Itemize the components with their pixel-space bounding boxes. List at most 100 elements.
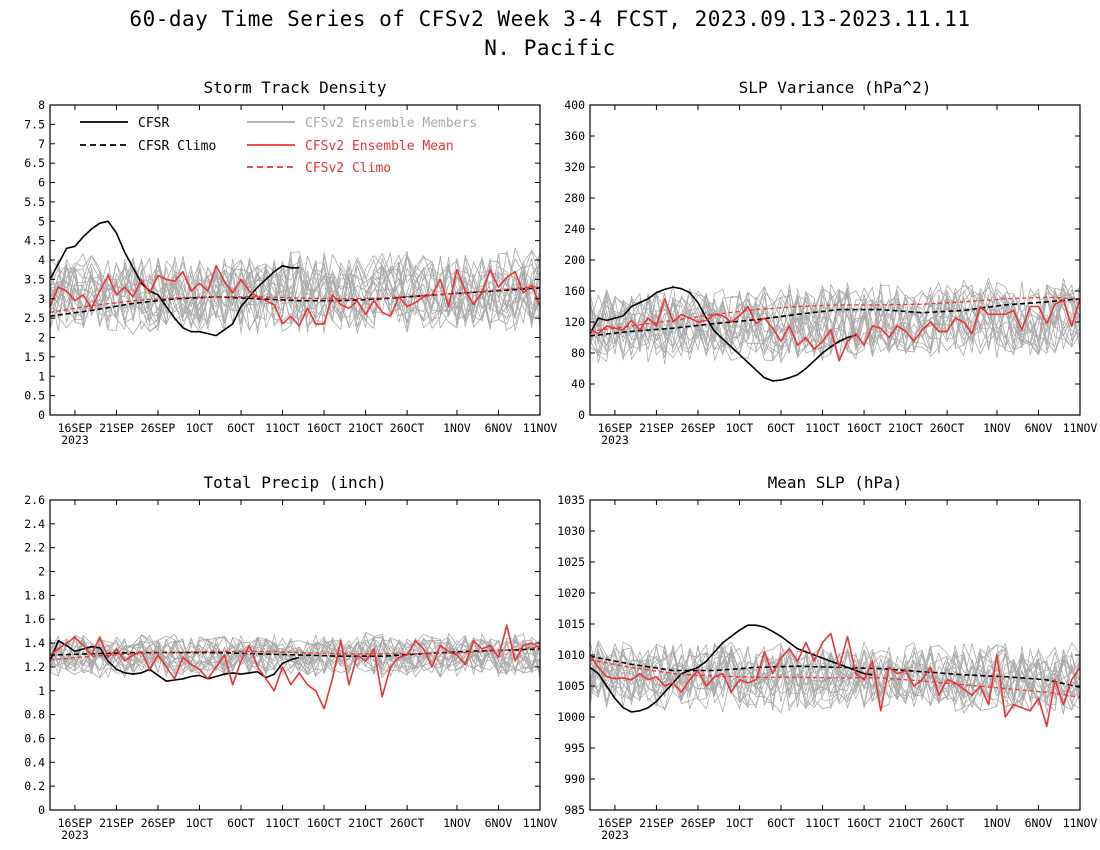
y-tick-label: 2: [38, 331, 45, 345]
y-tick-label: 360: [564, 129, 585, 143]
cfsr-line: [49, 220, 300, 337]
x-tick-label: 11NOV: [1063, 816, 1098, 830]
x-tick-label: 1OCT: [726, 816, 754, 830]
y-tick-label: 2: [38, 565, 45, 579]
x-year-label: 2023: [601, 828, 629, 842]
y-tick-label: 0.4: [24, 755, 45, 769]
ensemble-member-line: [589, 289, 1081, 357]
y-tick-label: 200: [564, 253, 585, 267]
cfsv2-climo-line: [49, 646, 541, 661]
y-tick-label: 0.6: [24, 731, 45, 745]
ensemble-member-line: [49, 636, 541, 676]
ensemble-member-line: [49, 634, 541, 679]
ensemble-member-line: [49, 252, 541, 333]
ensemble-member-line: [589, 643, 1081, 712]
x-tick-label: 26SEP: [141, 421, 176, 435]
y-tick-label: 1035: [557, 493, 585, 507]
legend-cfsr-label: CFSR: [138, 116, 169, 131]
ensemble-member-line: [49, 249, 541, 333]
x-tick-label: 26OCT: [930, 816, 965, 830]
x-tick-label: 16SEP: [598, 421, 633, 435]
y-tick-label: 0: [38, 803, 45, 817]
y-tick-label: 985: [564, 803, 585, 817]
x-tick-label: 11OCT: [805, 816, 840, 830]
x-tick-label: 26SEP: [141, 816, 176, 830]
ensemble-member-line: [49, 254, 541, 328]
cfsr-climo-line: [589, 298, 1081, 337]
y-tick-label: 2.6: [24, 493, 45, 507]
y-tick-label: 6: [38, 176, 45, 190]
x-tick-label: 16SEP: [58, 421, 93, 435]
y-tick-label: 320: [564, 160, 585, 174]
ensemble-member-line: [49, 637, 541, 677]
x-tick-label: 6OCT: [227, 421, 255, 435]
x-tick-label: 21SEP: [639, 816, 674, 830]
y-tick-label: 2.4: [24, 517, 45, 531]
y-tick-label: 1.6: [24, 612, 45, 626]
ensemble-member-line: [49, 633, 541, 676]
ensemble-member-line: [589, 283, 1081, 361]
y-tick-label: 280: [564, 191, 585, 205]
x-year-label: 2023: [601, 433, 629, 447]
x-tick-label: 11OCT: [265, 816, 300, 830]
page-subtitle: N. Pacific: [484, 36, 616, 60]
x-tick-label: 16OCT: [847, 816, 882, 830]
y-tick-label: 4.5: [24, 234, 45, 248]
legend-cfsr-climo-label: CFSR Climo: [138, 139, 216, 154]
ensemble-mean-line: [49, 624, 541, 710]
ensemble-member-line: [49, 250, 541, 334]
y-tick-label: 120: [564, 315, 585, 329]
y-tick-label: 1: [38, 369, 45, 383]
ensemble-member-line: [49, 635, 541, 677]
y-tick-label: 7.5: [24, 117, 45, 131]
ensemble-member-line: [589, 641, 1081, 714]
x-tick-label: 6NOV: [485, 816, 513, 830]
x-tick-label: 21SEP: [639, 421, 674, 435]
ensemble-member-line: [589, 641, 1081, 711]
panel-title: Total Precip (inch): [203, 473, 386, 492]
y-tick-label: 1015: [557, 617, 585, 631]
x-tick-label: 1NOV: [443, 421, 471, 435]
x-tick-label: 11NOV: [1063, 421, 1098, 435]
y-tick-label: 40: [571, 377, 585, 391]
plot-frame: [49, 499, 541, 811]
x-tick-label: 21OCT: [348, 421, 383, 435]
cfsr-line: [589, 286, 857, 382]
ensemble-member-line: [49, 634, 541, 674]
ensemble-member-line: [589, 282, 1081, 364]
y-tick-label: 1030: [557, 524, 585, 538]
y-tick-label: 0.5: [24, 389, 45, 403]
x-tick-label: 16SEP: [598, 816, 633, 830]
panel-title: Mean SLP (hPa): [768, 473, 903, 492]
x-year-label: 2023: [61, 433, 89, 447]
x-tick-label: 6NOV: [1025, 816, 1053, 830]
cfsv2-climo-line: [49, 285, 541, 313]
x-tick-label: 1OCT: [726, 421, 754, 435]
x-tick-label: 6OCT: [767, 421, 795, 435]
plot-frame: [49, 104, 541, 416]
x-tick-label: 6NOV: [1025, 421, 1053, 435]
y-tick-label: 1.8: [24, 588, 45, 602]
legend-ens-mean-label: CFSv2 Ensemble Mean: [305, 139, 454, 154]
y-tick-label: 400: [564, 98, 585, 112]
x-tick-label: 11NOV: [523, 421, 558, 435]
ensemble-member-line: [49, 251, 541, 333]
y-tick-label: 1.4: [24, 636, 45, 650]
cfsv2-climo-line: [589, 659, 1081, 698]
cfsr-line: [49, 639, 300, 683]
ensemble-mean-line: [589, 297, 1081, 362]
x-tick-label: 26SEP: [681, 816, 716, 830]
y-tick-label: 0: [578, 408, 585, 422]
y-tick-label: 1000: [557, 710, 585, 724]
y-tick-label: 1.5: [24, 350, 45, 364]
legend-members-label: CFSv2 Ensemble Members: [305, 116, 477, 131]
x-tick-label: 6OCT: [227, 816, 255, 830]
x-tick-label: 21OCT: [888, 816, 923, 830]
y-tick-label: 1.2: [24, 660, 45, 674]
y-tick-label: 1005: [557, 679, 585, 693]
x-tick-label: 1NOV: [983, 421, 1011, 435]
page-title: 60-day Time Series of CFSv2 Week 3-4 FCS…: [129, 7, 971, 31]
ensemble-member-line: [589, 640, 1081, 707]
y-tick-label: 1: [38, 684, 45, 698]
y-tick-label: 4: [38, 253, 45, 267]
